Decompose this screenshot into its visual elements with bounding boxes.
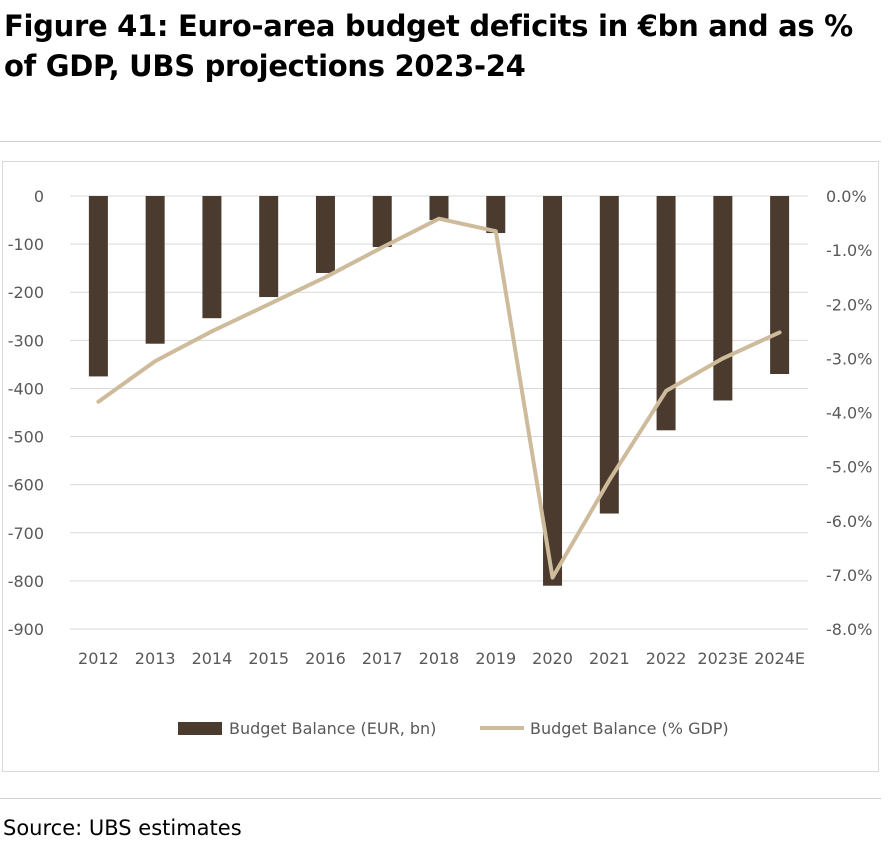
bar-2015 (259, 196, 279, 298)
bar-2023E (713, 196, 733, 401)
x-tick-label: 2013 (135, 649, 176, 668)
left-tick-label: -500 (8, 428, 44, 447)
bottom-divider (0, 798, 881, 799)
left-axis: 0 -100 -200 -300 -400 -500 -600 -700 -800 -900 (8, 187, 44, 639)
left-tick-label: -300 (8, 331, 44, 350)
bar-2016 (315, 196, 335, 273)
x-tick-label: 2016 (305, 649, 346, 668)
left-tick-label: -200 (8, 283, 44, 302)
bar-2019 (486, 196, 506, 234)
left-tick-label: -700 (8, 524, 44, 543)
left-tick-label: -800 (8, 572, 44, 591)
right-tick-label: -8.0% (826, 620, 872, 639)
x-tick-label: 2012 (78, 649, 119, 668)
right-tick-label: -7.0% (826, 566, 872, 585)
x-tick-label: 2015 (248, 649, 289, 668)
left-tick-label: -100 (8, 235, 44, 254)
right-tick-label: -4.0% (826, 404, 872, 423)
x-tick-label: 2024E (754, 649, 805, 668)
right-axis: 0.0% -1.0% -2.0% -3.0% -4.0% -5.0% -6.0% -7.0% -… (826, 187, 872, 639)
gridlines (70, 195, 808, 630)
right-tick-label: -2.0% (826, 295, 872, 314)
line-series (96, 216, 782, 580)
right-tick-label: -3.0% (826, 349, 872, 368)
bar-series (88, 196, 790, 586)
legend-bar-swatch (178, 722, 222, 735)
bar-2021 (599, 196, 619, 514)
bar-2024E (770, 196, 790, 375)
top-divider (0, 141, 881, 142)
bar-2020 (543, 196, 563, 586)
x-tick-label: 2019 (475, 649, 516, 668)
x-tick-label: 2018 (419, 649, 460, 668)
x-tick-label: 2017 (362, 649, 403, 668)
bar-2018 (429, 196, 449, 221)
bar-2012 (88, 196, 108, 377)
x-tick-label: 2020 (532, 649, 573, 668)
legend-bar-label: Budget Balance (EUR, bn) (229, 719, 436, 738)
right-tick-label: -1.0% (826, 241, 872, 260)
x-tick-label: 2023E (697, 649, 748, 668)
chart-title: Figure 41: Euro-area budget deficits in … (4, 9, 853, 83)
left-tick-label: -600 (8, 476, 44, 495)
x-tick-label: 2014 (192, 649, 233, 668)
source-note: Source: UBS estimates (3, 816, 242, 840)
chart-frame (2, 161, 879, 772)
left-tick-label: -900 (8, 620, 44, 639)
x-tick-label: 2021 (589, 649, 630, 668)
right-tick-label: -5.0% (826, 458, 872, 477)
x-tick-label: 2022 (646, 649, 687, 668)
left-tick-label: -400 (8, 379, 44, 398)
x-axis: 2012 2013 2014 2015 2016 2017 2018 2019 2020 2021… (78, 649, 805, 668)
left-tick-label: 0 (34, 187, 44, 206)
legend-line-label: Budget Balance (% GDP) (530, 719, 729, 738)
legend: Budget Balance (EUR, bn) Budget Balance … (178, 719, 729, 738)
bar-2013 (145, 196, 165, 344)
gdp-line (96, 216, 782, 580)
bar-2022 (656, 196, 676, 431)
bar-2014 (202, 196, 222, 319)
right-tick-label: -6.0% (826, 512, 872, 531)
right-tick-label: 0.0% (826, 187, 867, 206)
bar-2017 (372, 196, 392, 247)
